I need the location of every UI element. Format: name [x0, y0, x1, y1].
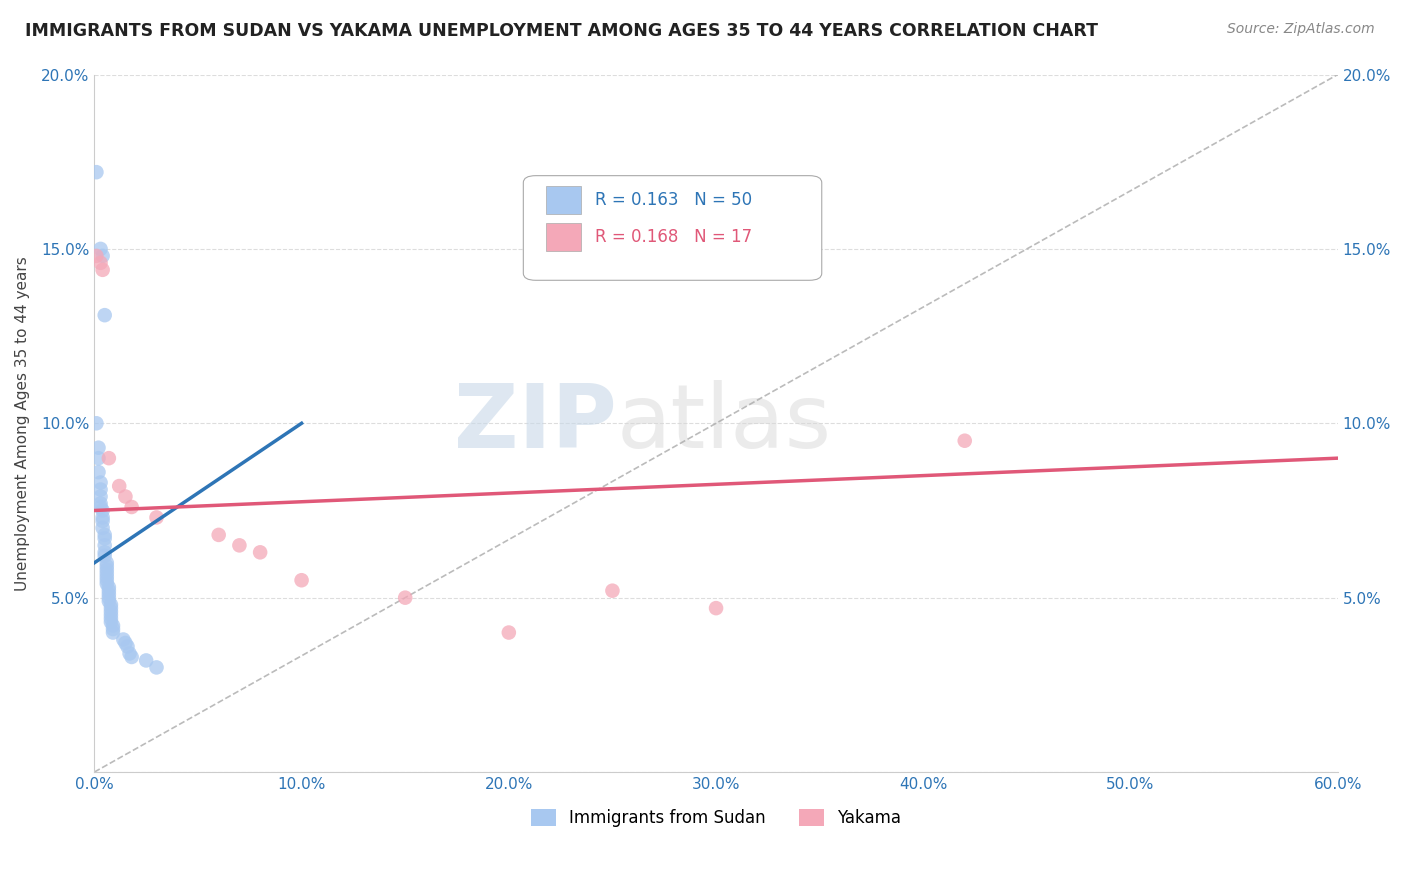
Point — [97, 591, 120, 605]
Point — [118, 647, 141, 661]
Point — [87, 451, 110, 466]
Point — [97, 580, 120, 594]
Point — [249, 545, 271, 559]
Point — [93, 538, 115, 552]
FancyBboxPatch shape — [546, 186, 581, 214]
Text: IMMIGRANTS FROM SUDAN VS YAKAMA UNEMPLOYMENT AMONG AGES 35 TO 44 YEARS CORRELATI: IMMIGRANTS FROM SUDAN VS YAKAMA UNEMPLOY… — [25, 22, 1098, 40]
Point — [96, 563, 118, 577]
Point — [90, 490, 112, 504]
Point — [97, 587, 120, 601]
Point — [228, 538, 250, 552]
Point — [96, 576, 118, 591]
Point — [953, 434, 976, 448]
Point — [208, 528, 231, 542]
Point — [100, 611, 122, 625]
Point — [101, 618, 124, 632]
Text: atlas: atlas — [617, 380, 832, 467]
Point — [112, 632, 135, 647]
Point — [97, 594, 120, 608]
Point — [91, 249, 114, 263]
Point — [117, 640, 139, 654]
Point — [97, 451, 120, 466]
Point — [96, 556, 118, 570]
Text: ZIP: ZIP — [454, 380, 617, 467]
Point — [100, 605, 122, 619]
Point — [91, 521, 114, 535]
Point — [114, 636, 136, 650]
Point — [100, 601, 122, 615]
Point — [86, 417, 108, 431]
Point — [108, 479, 131, 493]
Point — [86, 249, 108, 263]
Y-axis label: Unemployment Among Ages 35 to 44 years: Unemployment Among Ages 35 to 44 years — [15, 256, 30, 591]
Point — [87, 465, 110, 479]
Point — [91, 262, 114, 277]
Point — [135, 653, 157, 667]
Point — [93, 549, 115, 563]
Point — [93, 545, 115, 559]
Legend: Immigrants from Sudan, Yakama: Immigrants from Sudan, Yakama — [524, 802, 908, 833]
Point — [290, 573, 312, 587]
Point — [498, 625, 520, 640]
Point — [145, 660, 167, 674]
Point — [93, 308, 115, 322]
Point — [96, 570, 118, 584]
Point — [90, 483, 112, 497]
Text: Source: ZipAtlas.com: Source: ZipAtlas.com — [1227, 22, 1375, 37]
Point — [97, 583, 120, 598]
Text: R = 0.168   N = 17: R = 0.168 N = 17 — [596, 228, 752, 246]
Point — [704, 601, 727, 615]
Point — [91, 503, 114, 517]
Point — [602, 583, 624, 598]
Point — [96, 559, 118, 574]
Point — [100, 608, 122, 623]
Point — [100, 615, 122, 629]
Point — [101, 622, 124, 636]
FancyBboxPatch shape — [523, 176, 821, 280]
Point — [96, 566, 118, 581]
Point — [96, 573, 118, 587]
Text: R = 0.163   N = 50: R = 0.163 N = 50 — [596, 191, 752, 209]
Point — [121, 649, 143, 664]
Point — [145, 510, 167, 524]
Point — [90, 242, 112, 256]
Point — [394, 591, 416, 605]
Point — [93, 528, 115, 542]
Point — [87, 441, 110, 455]
Point — [121, 500, 143, 514]
FancyBboxPatch shape — [546, 223, 581, 251]
Point — [90, 475, 112, 490]
Point — [90, 256, 112, 270]
Point — [90, 500, 112, 514]
Point — [93, 532, 115, 546]
Point — [91, 510, 114, 524]
Point — [86, 165, 108, 179]
Point — [91, 514, 114, 528]
Point — [101, 625, 124, 640]
Point — [100, 598, 122, 612]
Point — [90, 496, 112, 510]
Point — [114, 490, 136, 504]
